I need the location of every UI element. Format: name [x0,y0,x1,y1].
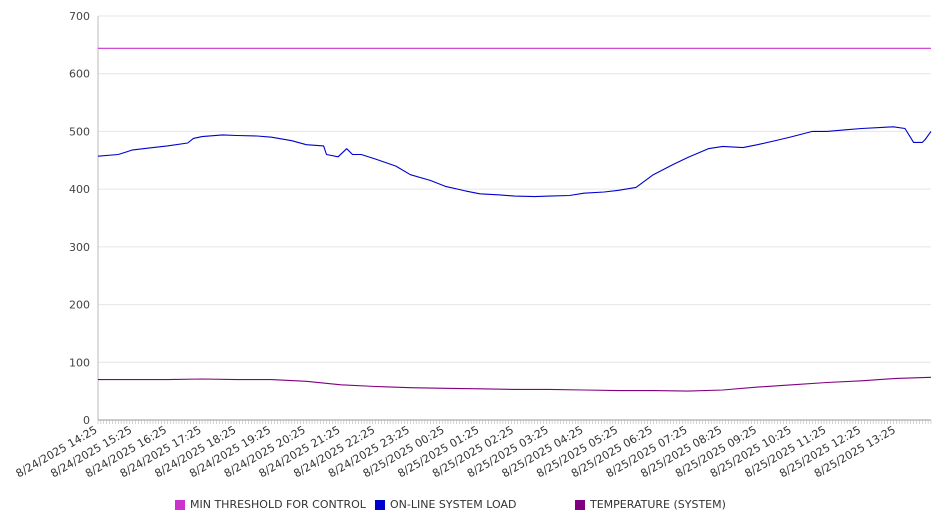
y-tick-label-300: 300 [69,241,90,254]
legend-item-system-load[interactable]: ON-LINE SYSTEM LOAD [375,498,516,511]
legend: MIN THRESHOLD FOR CONTROL ON-LINE SYSTEM… [175,498,935,514]
y-tick-label-0: 0 [83,414,90,427]
legend-label-min-threshold: MIN THRESHOLD FOR CONTROL [190,498,366,511]
legend-label-temperature: TEMPERATURE (SYSTEM) [590,498,726,511]
legend-item-temperature[interactable]: TEMPERATURE (SYSTEM) [575,498,726,511]
series-lines [97,47,932,392]
y-tick-label-200: 200 [69,299,90,312]
y-tick-label-700: 700 [69,10,90,23]
y-tick-label-500: 500 [69,125,90,138]
y-tick-label-100: 100 [69,356,90,369]
legend-swatch-min-threshold [175,499,185,510]
legend-label-system-load: ON-LINE SYSTEM LOAD [390,498,517,511]
series-system-load-line [97,126,932,198]
gridlines [98,15,931,363]
series-temperature-line [98,376,932,392]
legend-item-min-threshold[interactable]: MIN THRESHOLD FOR CONTROL [175,498,366,511]
y-tick-label-600: 600 [69,68,90,81]
legend-swatch-temperature [575,499,585,510]
y-tick-label-400: 400 [69,183,90,196]
legend-swatch-system-load [375,499,385,510]
